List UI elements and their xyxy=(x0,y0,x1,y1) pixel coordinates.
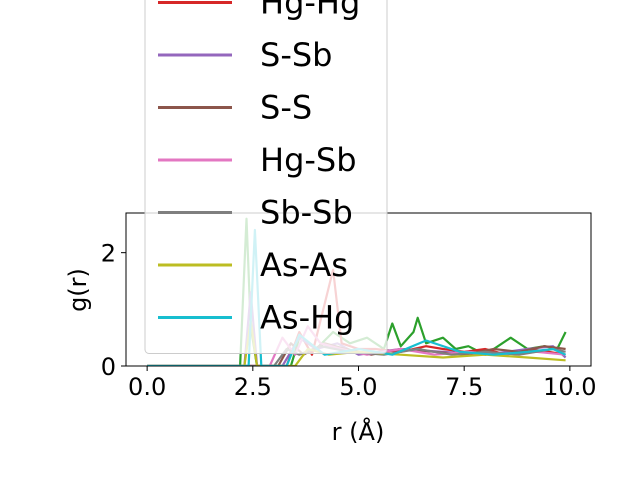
legend-label: S-Sb xyxy=(260,36,332,74)
x-tick-label: 0.0 xyxy=(128,373,166,401)
series-line-as-sb xyxy=(147,217,567,366)
x-tick-label: 2.5 xyxy=(234,373,272,401)
x-axis-label: r (Å) xyxy=(332,417,385,446)
x-tick-label: 7.5 xyxy=(445,373,483,401)
legend-label: Hg-Sb xyxy=(260,141,357,179)
legend-label: S-S xyxy=(260,89,312,127)
legend-label: As-As xyxy=(260,246,348,284)
legend-label: Sb-Sb xyxy=(260,194,353,232)
y-tick-label: 0 xyxy=(101,353,116,381)
legend-label: As-Hg xyxy=(260,299,354,337)
x-tick-label: 5.0 xyxy=(339,373,377,401)
y-axis: 02 xyxy=(101,240,126,381)
x-axis: 0.0 2.5 5.0 7.5 10.0 xyxy=(128,366,597,401)
y-axis-label: g(r) xyxy=(64,268,92,312)
x-tick-label: 10.0 xyxy=(543,373,596,401)
y-tick-label: 2 xyxy=(101,240,116,268)
legend-label: Hg-Hg xyxy=(260,0,360,22)
